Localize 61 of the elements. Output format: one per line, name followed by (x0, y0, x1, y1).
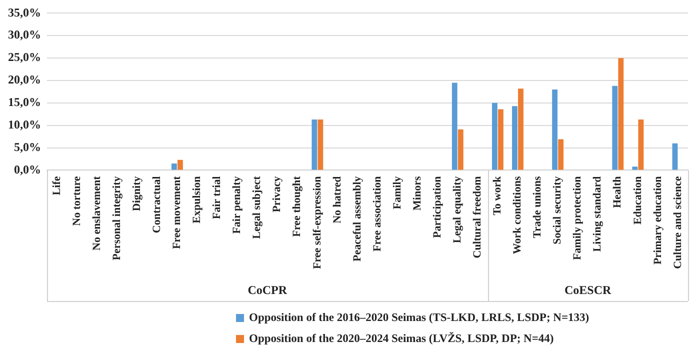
bar (638, 120, 644, 170)
text: CoCPR (248, 283, 288, 298)
x-tick-label: Legal subject (251, 176, 264, 239)
y-tick-label: 15,0% (8, 95, 41, 110)
bar (612, 86, 618, 170)
bar (458, 129, 464, 170)
y-tick-label: 5,0% (14, 140, 41, 154)
legend-label: Opposition of the 2020–2024 Seimas (LVŽS, LSDP, DP; N=44) (249, 332, 554, 344)
bar (632, 166, 638, 170)
x-tick-label: No hatred (331, 176, 344, 224)
bar (552, 89, 558, 170)
y-tick-label: 20,0% (8, 72, 41, 87)
y-tick-label: 30,0% (8, 28, 41, 42)
bar (672, 143, 678, 170)
x-tick-label: Free association (371, 176, 384, 252)
bar (452, 82, 458, 170)
bar (618, 58, 624, 170)
bar (318, 120, 324, 170)
x-tick-label: To work (492, 175, 504, 216)
x-tick-label: Primary education (652, 176, 664, 265)
y-tick-label: 25,0% (8, 50, 41, 64)
y-tick-label: 35,0% (8, 5, 41, 20)
x-tick-label: Cultural freedom (472, 176, 484, 258)
bar (512, 106, 518, 170)
legend-label: Opposition of the 2016–2020 Seimas (TS-LKD, LRLS, LSDP; N=133) (249, 312, 590, 324)
x-tick-label: Free thought (291, 176, 304, 237)
bar (492, 102, 498, 170)
x-tick-label: Fair trial (211, 176, 224, 220)
x-tick-label: Family protection (572, 176, 584, 260)
x-tick-label: Health (612, 176, 624, 208)
x-tick-label: Legal equality (451, 176, 464, 244)
x-tick-label: Participation (431, 176, 444, 238)
bar (498, 109, 504, 170)
x-tick-label: Family (391, 176, 404, 210)
y-tick-label: 0,0% (14, 162, 41, 176)
x-tick-label: Social security (552, 176, 564, 244)
x-tick-label: Privacy (271, 176, 284, 212)
x-tick-label: Culture and science (672, 176, 684, 269)
x-tick-label: Trade unions (532, 176, 544, 238)
y-tick-label: 10,0% (8, 117, 41, 132)
bar (558, 139, 564, 170)
x-tick-label: Work conditions (512, 176, 524, 254)
x-tick-label: Fair penalty (231, 176, 244, 234)
x-tick-label: Free movement (171, 176, 184, 250)
bar (171, 164, 177, 170)
x-tick-label: Personal integrity (110, 176, 123, 260)
bar (312, 120, 318, 170)
x-tick-label: Minors (411, 176, 424, 210)
x-tick-label: Life (50, 176, 63, 196)
x-tick-label: Dignity (130, 176, 143, 212)
text: CoESCR (564, 283, 612, 298)
x-tick-label: Education (632, 176, 644, 225)
x-tick-label: Contractual (151, 176, 164, 234)
x-tick-label: Living standard (592, 176, 604, 252)
x-tick-label: Expulsion (191, 176, 204, 224)
x-tick-label: Free self-expression (311, 176, 324, 269)
x-tick-label: No enslavement (90, 176, 103, 250)
bar (178, 160, 183, 170)
x-tick-label: No torture (70, 176, 83, 226)
bar (518, 88, 524, 170)
x-tick-label: Peaceful assembly (351, 176, 364, 262)
